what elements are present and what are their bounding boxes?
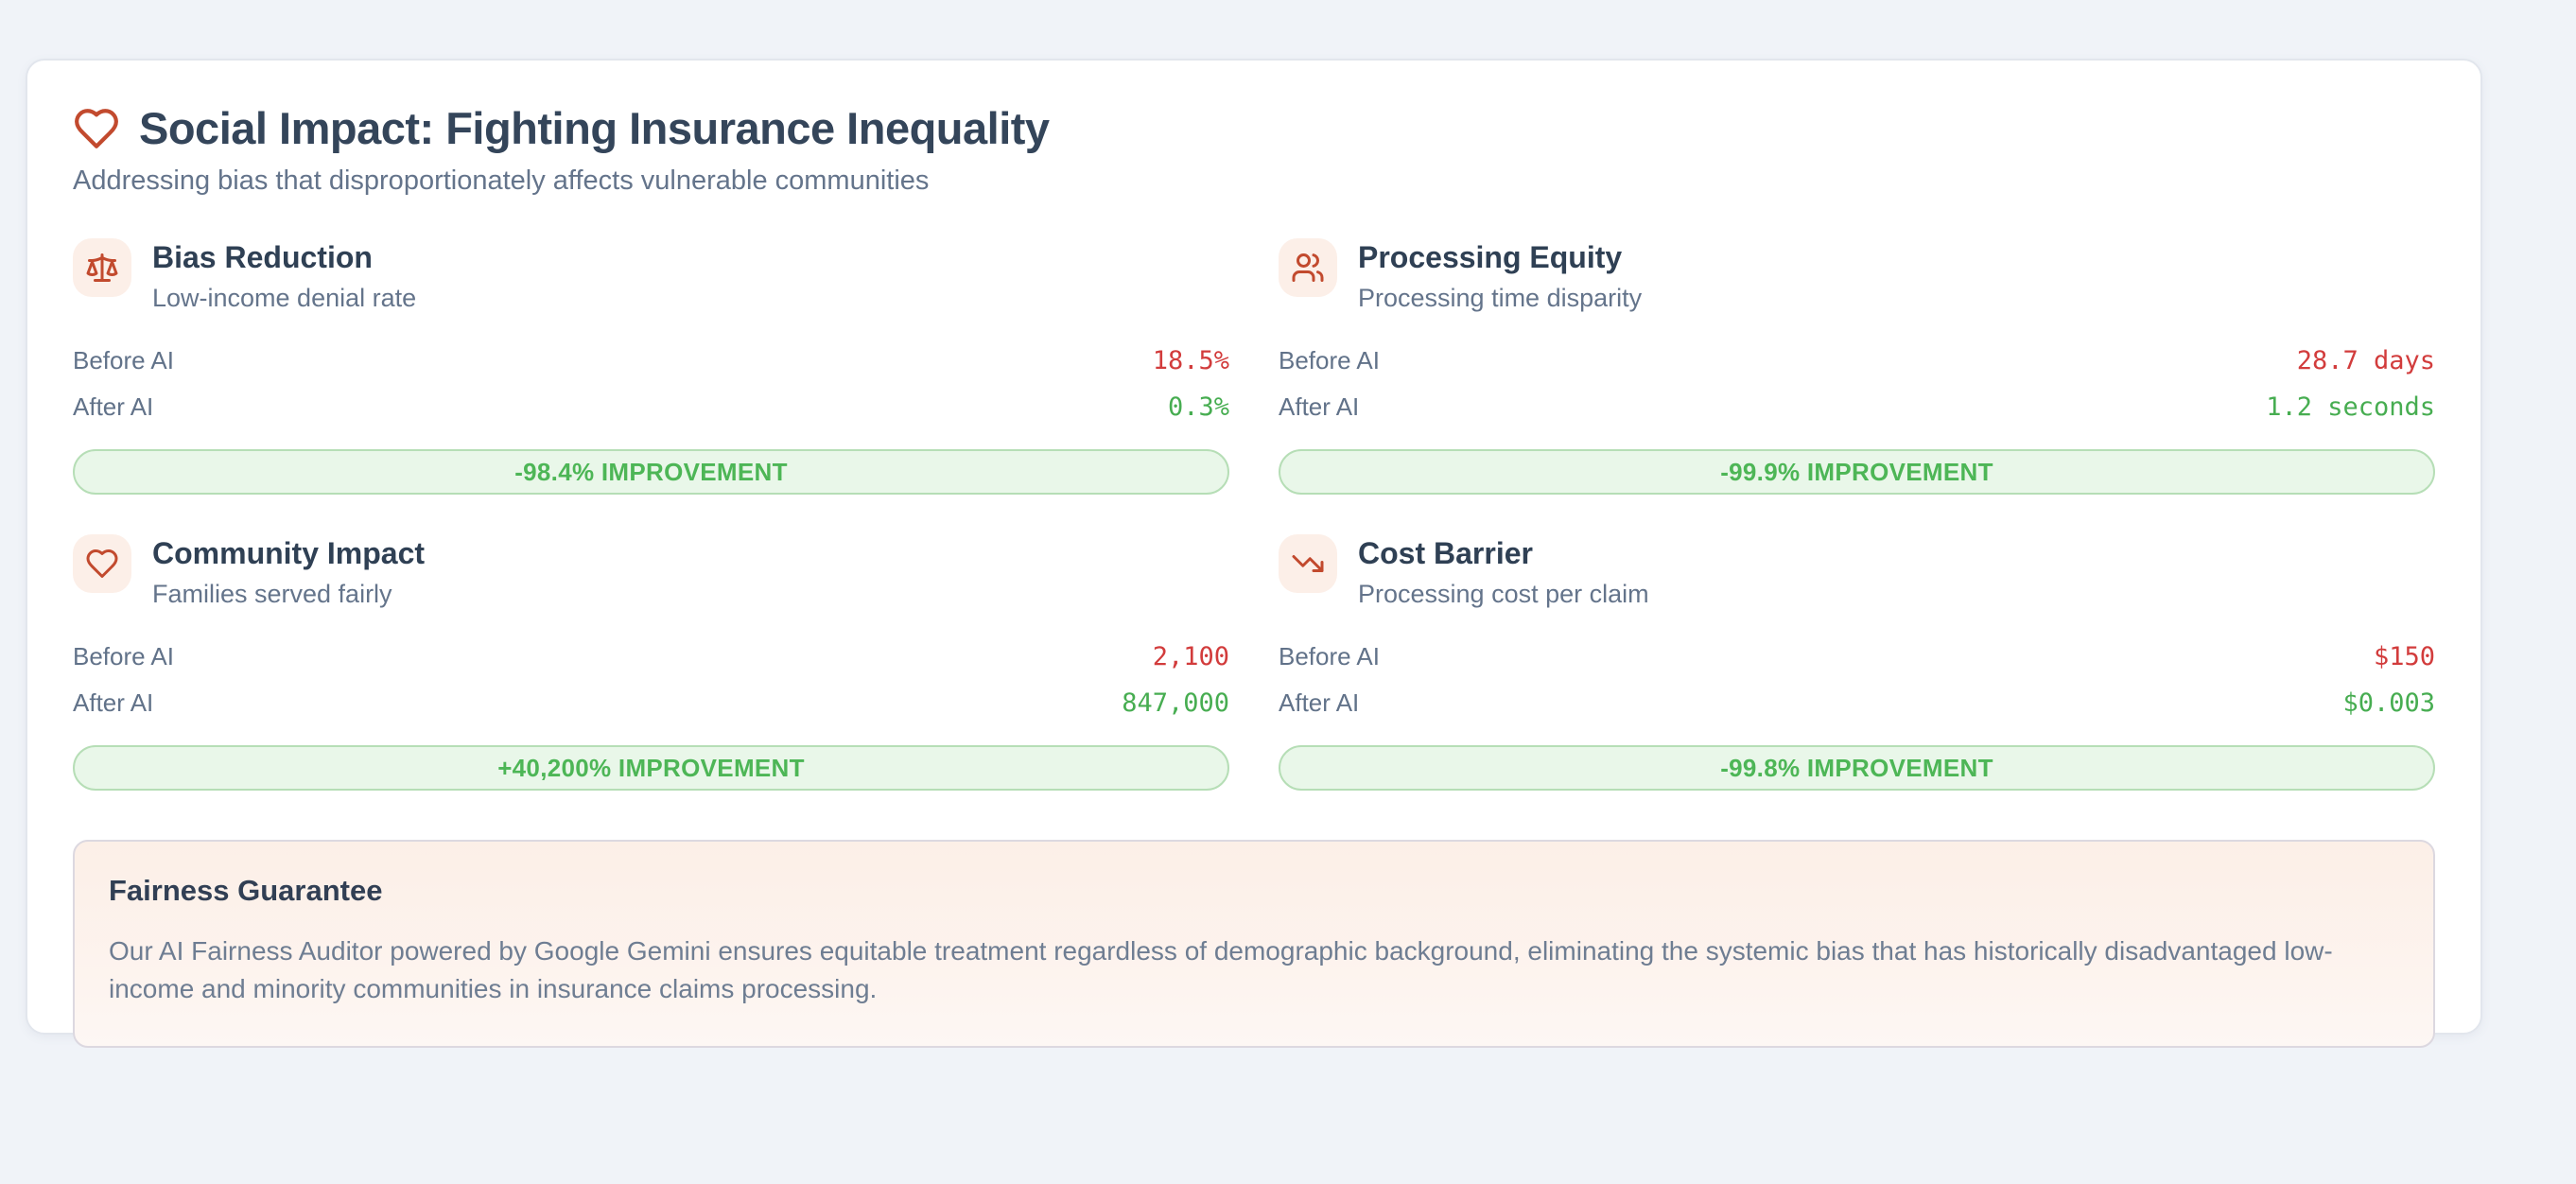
users-icon (1292, 253, 1324, 282)
metric-head-text: Cost Barrier Processing cost per claim (1358, 534, 1649, 609)
row-label: After AI (73, 688, 154, 717)
metric-head: Bias Reduction Low-income denial rate (73, 238, 1229, 313)
improvement-badge: -99.9% IMPROVEMENT (1279, 449, 2435, 495)
icon-box (73, 534, 131, 593)
heart-icon (86, 549, 118, 578)
metric-rows: Before AI 18.5% After AI 0.3% (73, 338, 1229, 430)
metric-title: Processing Equity (1358, 240, 1623, 274)
trending-down-icon (1292, 555, 1324, 572)
metric-card-bias-reduction: Bias Reduction Low-income denial rate Be… (73, 238, 1229, 495)
metric-rows: Before AI $150 After AI $0.003 (1279, 634, 2435, 726)
before-ai-value: 2,100 (1152, 642, 1229, 671)
before-ai-row: Before AI 18.5% (73, 338, 1229, 384)
metric-subtitle: Low-income denial rate (152, 284, 417, 312)
metric-rows: Before AI 2,100 After AI 847,000 (73, 634, 1229, 726)
before-ai-row: Before AI 28.7 days (1279, 338, 2435, 384)
after-ai-row: After AI 1.2 seconds (1279, 384, 2435, 430)
page-subtitle: Addressing bias that disproportionately … (73, 165, 930, 196)
icon-box (73, 238, 131, 297)
row-label: After AI (73, 392, 154, 421)
row-label: Before AI (73, 642, 174, 670)
after-ai-row: After AI 0.3% (73, 384, 1229, 430)
after-ai-value: 0.3% (1167, 392, 1229, 422)
metric-card-community-impact: Community Impact Families served fairly … (73, 534, 1229, 791)
after-ai-value: $0.003 (2342, 688, 2435, 718)
after-ai-value: 847,000 (1122, 688, 1229, 718)
metric-head-text: Processing Equity Processing time dispar… (1358, 238, 1642, 313)
before-ai-row: Before AI 2,100 (73, 634, 1229, 680)
row-label: Before AI (1279, 346, 1380, 374)
social-impact-panel: Social Impact: Fighting Insurance Inequa… (26, 59, 2482, 1048)
metrics-grid: Bias Reduction Low-income denial rate Be… (73, 238, 2435, 791)
metric-head: Processing Equity Processing time dispar… (1279, 238, 2435, 313)
improvement-badge: -98.4% IMPROVEMENT (73, 449, 1229, 495)
icon-box (1279, 238, 1337, 297)
metric-subtitle: Processing cost per claim (1358, 580, 1649, 608)
metric-subtitle: Processing time disparity (1358, 284, 1643, 312)
improvement-badge: +40,200% IMPROVEMENT (73, 745, 1229, 791)
row-label: After AI (1279, 392, 1360, 421)
before-ai-value: $150 (2373, 642, 2435, 671)
metric-title: Cost Barrier (1358, 536, 1533, 570)
metric-title: Community Impact (152, 536, 426, 570)
metric-card-processing-equity: Processing Equity Processing time dispar… (1279, 238, 2435, 495)
metric-head-text: Community Impact Families served fairly (152, 534, 425, 609)
row-label: Before AI (1279, 642, 1380, 670)
page-title: Social Impact: Fighting Insurance Inequa… (139, 103, 1050, 153)
metric-subtitle: Families served fairly (152, 580, 392, 608)
before-ai-value: 18.5% (1152, 346, 1229, 375)
metric-head-text: Bias Reduction Low-income denial rate (152, 238, 416, 313)
fairness-body: Our AI Fairness Auditor powered by Googl… (109, 936, 2333, 1003)
before-ai-row: Before AI $150 (1279, 634, 2435, 680)
scales-icon (86, 253, 118, 282)
fairness-guarantee-callout: Fairness Guarantee Our AI Fairness Audit… (73, 840, 2435, 1048)
after-ai-value: 1.2 seconds (2266, 392, 2435, 422)
improvement-badge: -99.8% IMPROVEMENT (1279, 745, 2435, 791)
icon-box (1279, 534, 1337, 593)
metric-rows: Before AI 28.7 days After AI 1.2 seconds (1279, 338, 2435, 430)
metric-card-cost-barrier: Cost Barrier Processing cost per claim B… (1279, 534, 2435, 791)
after-ai-row: After AI $0.003 (1279, 680, 2435, 726)
heart-icon (75, 108, 118, 148)
panel-header: Social Impact: Fighting Insurance Inequa… (73, 102, 2435, 154)
metric-head: Community Impact Families served fairly (73, 534, 1229, 609)
before-ai-value: 28.7 days (2296, 346, 2435, 375)
metric-head: Cost Barrier Processing cost per claim (1279, 534, 2435, 609)
fairness-title: Fairness Guarantee (109, 874, 383, 907)
metric-title: Bias Reduction (152, 240, 373, 274)
after-ai-row: After AI 847,000 (73, 680, 1229, 726)
row-label: Before AI (73, 346, 174, 374)
row-label: After AI (1279, 688, 1360, 717)
